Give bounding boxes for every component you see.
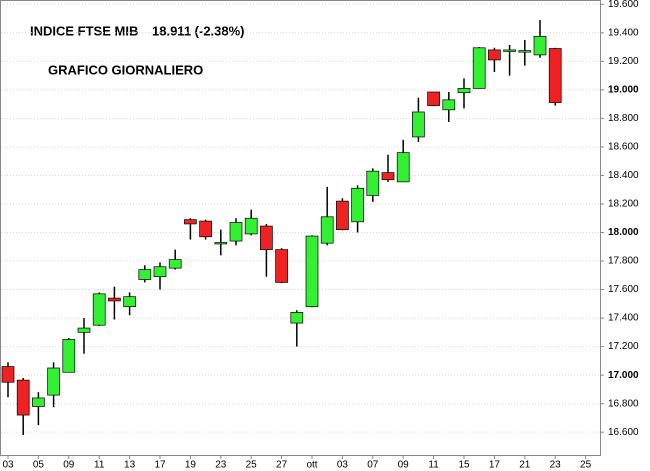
candle-body	[123, 296, 136, 308]
candle-body	[442, 99, 456, 111]
y-tick-label: 18.000	[608, 227, 639, 238]
candle-body	[62, 339, 76, 373]
candle-body	[260, 225, 273, 250]
y-tick-label: 18.200	[608, 199, 639, 210]
plot-frame	[0, 0, 601, 456]
x-tick-label: 17	[489, 460, 501, 471]
candle-body	[305, 235, 319, 308]
candle-body	[199, 220, 212, 238]
candle-body	[229, 222, 243, 242]
x-tick-label: 03	[2, 460, 14, 471]
candle-body	[153, 266, 167, 278]
candle-body	[77, 327, 91, 333]
y-tick-label: 17.200	[608, 341, 639, 352]
x-tick-label: 03	[337, 460, 349, 471]
x-tick-label: ott	[306, 460, 317, 471]
candle-body	[168, 259, 182, 269]
chart-title: INDICE FTSE MIB	[30, 23, 138, 38]
y-tick-label: 19.200	[608, 56, 639, 67]
y-tick-label: 19.600	[608, 0, 639, 10]
candle-body	[533, 36, 547, 56]
x-tick-label: 05	[33, 460, 45, 471]
candle-body	[108, 297, 121, 302]
y-tick-label: 17.000	[608, 370, 639, 381]
y-tick-label: 17.600	[608, 284, 639, 295]
candle-body	[47, 367, 60, 396]
y-tick-label: 17.400	[608, 313, 639, 324]
y-tick-label: 18.600	[608, 142, 639, 153]
annotation: GRAFICO GIORNALIERO	[48, 62, 203, 77]
candle-body	[351, 187, 364, 223]
x-tick-label: 19	[185, 460, 197, 471]
candle-body	[244, 217, 258, 235]
candle-body	[518, 50, 532, 53]
y-tick-label: 19.000	[608, 84, 639, 95]
x-tick-label: 23	[215, 460, 227, 471]
x-tick-label: 13	[124, 460, 136, 471]
x-tick-label: 15	[458, 460, 470, 471]
candle-body	[396, 152, 410, 183]
candle-body	[336, 200, 349, 230]
candle-body	[16, 379, 30, 416]
x-tick-label: 25	[246, 460, 258, 471]
x-tick-label: 27	[276, 460, 288, 471]
chart-subtitle: 18.911 (-2.38%)	[152, 23, 245, 38]
x-tick-label: 23	[550, 460, 562, 471]
y-tick-label: 19.400	[608, 27, 639, 38]
x-tick-label: 07	[367, 460, 379, 471]
x-tick-label: 25	[580, 460, 592, 471]
y-tick-label: 16.800	[608, 398, 639, 409]
candle-body	[412, 111, 425, 138]
y-tick-label: 18.400	[608, 170, 639, 181]
candle-body	[381, 172, 395, 181]
y-tick-label: 17.800	[608, 256, 639, 267]
candle-body	[1, 366, 15, 383]
candle-body	[184, 219, 197, 225]
candle-body	[366, 170, 380, 196]
candle-body	[457, 88, 471, 94]
candle-body	[488, 49, 501, 61]
candle-body	[472, 47, 486, 89]
y-tick-label: 18.800	[608, 113, 639, 124]
x-tick-label: 11	[428, 460, 439, 471]
x-tick-label: 17	[154, 460, 166, 471]
candle-body	[214, 242, 228, 245]
candle-body	[427, 91, 440, 106]
x-tick-label: 11	[94, 460, 105, 471]
candle-body	[92, 293, 106, 326]
candle-body	[138, 269, 152, 280]
candle-body	[503, 49, 516, 52]
y-tick-label: 16.600	[608, 427, 639, 438]
candle-body	[290, 312, 304, 324]
candle-body	[548, 48, 562, 103]
x-tick-label: 21	[519, 460, 531, 471]
x-tick-label: 09	[63, 460, 75, 471]
candle-body	[32, 397, 45, 407]
x-tick-label: 09	[398, 460, 410, 471]
candle-body	[275, 249, 288, 283]
candle-body	[320, 216, 334, 244]
